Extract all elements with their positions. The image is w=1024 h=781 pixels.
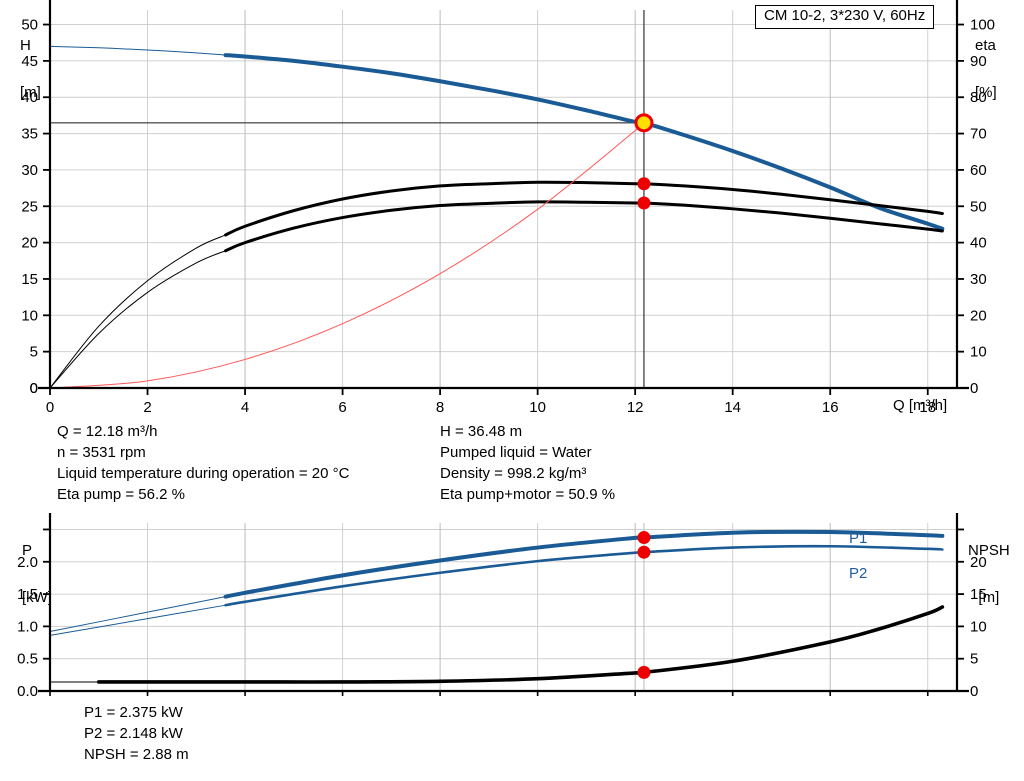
- tick-label-left: 10: [21, 307, 38, 324]
- lower-left-axis-title-line2: [kW]: [22, 588, 52, 606]
- readout-npsh: NPSH = 2.88 m: [84, 746, 189, 763]
- tick-label-right: 15: [970, 586, 987, 603]
- tick-label-right: 0: [970, 683, 978, 700]
- upper-right-axis-title: eta [%]: [975, 6, 997, 132]
- tick-label-left: 35: [21, 126, 38, 143]
- series-p2: [224, 544, 944, 607]
- tick-label-left: 25: [21, 198, 38, 215]
- readout-h: H = 36.48 m: [440, 423, 523, 440]
- tick-label-x: 18: [919, 399, 936, 416]
- tick-label-right: 50: [970, 198, 987, 215]
- tick-label-left: 5: [30, 344, 38, 361]
- upper-readout-col1: Q = 12.18 m³/h n = 3531 rpm Liquid tempe…: [57, 424, 349, 502]
- series-npsh: [96, 605, 945, 684]
- head-efficiency-plot: 0510152025303540455001020304050607080901…: [21, 0, 995, 416]
- upper-x-axis-label: Q [m³/h]: [893, 397, 948, 414]
- series-system-duty-curve: [49, 121, 647, 389]
- readout-p1: P1 = 2.375 kW: [84, 704, 183, 721]
- tick-label-left: 1.5: [17, 586, 38, 603]
- series-thin: [49, 250, 226, 389]
- tick-label-right: 60: [970, 162, 987, 179]
- tick-label-x: 4: [241, 399, 249, 416]
- tick-label-left: 40: [21, 89, 38, 106]
- chart-title-box: CM 10-2, 3*230 V, 60Hz: [755, 5, 935, 29]
- series-eta-pump: [224, 180, 944, 237]
- series-thin: [49, 596, 226, 633]
- upper-left-axis-title-line1: H: [20, 36, 31, 54]
- power-npsh-chart: 0.0 0.5 1.0 1.5 2.0 0 5 10 15 20: [0, 505, 1024, 700]
- tick-label-x: 6: [338, 399, 346, 416]
- readout-density: Density = 998.2 kg/m³: [440, 465, 587, 482]
- series-label-p2: P2: [849, 565, 868, 582]
- tick-label-right: 10: [970, 344, 987, 361]
- tick-label-x: 0: [46, 399, 54, 416]
- tick-label-x: 2: [143, 399, 151, 416]
- upper-left-axis-title: H [m]: [20, 6, 41, 132]
- series-label-p1: P1: [849, 530, 868, 547]
- lower-readout: P1 = 2.375 kW P2 = 2.148 kW NPSH = 2.88 …: [84, 705, 189, 762]
- tick-label-left: 20: [21, 235, 38, 252]
- tick-label-right: 70: [970, 126, 987, 143]
- readout-eta-pump-motor: Eta pump+motor = 50.9 %: [440, 486, 616, 503]
- tick-label-right: 30: [970, 271, 987, 288]
- lower-left-axis-title: P [kW]: [22, 511, 52, 637]
- tick-label-left: 30: [21, 162, 38, 179]
- tick-label-left: 45: [21, 53, 38, 70]
- readout-q: Q = 12.18 m³/h: [57, 423, 158, 440]
- tick-label-left: 50: [21, 17, 38, 34]
- readout-p2: P2 = 2.148 kW: [84, 725, 183, 742]
- series-eta-pump-motor: [224, 200, 944, 253]
- eta-pump-point[interactable]: [637, 177, 651, 191]
- tick-label-right: 20: [970, 307, 987, 324]
- tick-label-right: 20: [970, 554, 987, 571]
- readout-n: n = 3531 rpm: [57, 444, 146, 461]
- lower-right-axis-title-line2: [m]: [978, 588, 1000, 606]
- tick-label-x: 16: [822, 399, 839, 416]
- tick-label-left: 0.5: [17, 651, 38, 668]
- tick-label-x: 12: [627, 399, 644, 416]
- upper-right-axis-title-line1: eta: [975, 36, 996, 54]
- p2-point[interactable]: [637, 545, 651, 559]
- upper-left-axis-title-line2: [m]: [20, 83, 41, 101]
- tick-label-right: 40: [970, 235, 987, 252]
- tick-label-x: 10: [529, 399, 546, 416]
- duty-point[interactable]: [634, 113, 654, 133]
- readout-eta-pump: Eta pump = 56.2 %: [57, 486, 185, 503]
- lower-left-axis-title-line1: P: [22, 541, 33, 559]
- tick-label-x: 14: [724, 399, 741, 416]
- p1-point[interactable]: [637, 531, 651, 545]
- series-h-head-curve-: [223, 53, 945, 231]
- series-thin: [49, 45, 226, 56]
- readout-liquid: Pumped liquid = Water: [440, 444, 592, 461]
- series-thin: [49, 604, 226, 636]
- tick-label-left-zero: 0: [30, 380, 38, 397]
- tick-label-right: 80: [970, 89, 987, 106]
- tick-label-left: 2.0: [17, 554, 38, 571]
- lower-right-axis-title: NPSH [m]: [968, 511, 1010, 637]
- tick-label-left: 1.0: [17, 618, 38, 635]
- upper-right-axis-title-line2: [%]: [975, 83, 997, 101]
- npsh-point[interactable]: [637, 665, 651, 679]
- tick-label-x: 8: [436, 399, 444, 416]
- tick-label-right: 100: [970, 17, 995, 34]
- head-efficiency-chart: 0 5 10 15 20 25 30 35 40 45 50 0 10 20 30 40 50 60 70 80 90 1…: [21, 0, 995, 416]
- series-thin: [49, 234, 226, 389]
- tick-label-right: 90: [970, 53, 987, 70]
- tick-label-right: 5: [970, 651, 978, 668]
- series-p1: [223, 529, 945, 599]
- tick-label-left: 15: [21, 271, 38, 288]
- tick-label-right: 0: [970, 380, 978, 397]
- upper-readout-col2: H = 36.48 m Pumped liquid = Water Densit…: [440, 424, 615, 502]
- tick-label-right: 10: [970, 618, 987, 635]
- power-npsh-plot: 0.0 0.5 1.0 1.5 2.0 0 5 10 15 20: [17, 513, 987, 700]
- eta-pump-motor-point[interactable]: [637, 196, 651, 210]
- readout-temp: Liquid temperature during operation = 20…: [57, 465, 350, 482]
- tick-label-left: 0: [30, 380, 38, 397]
- tick-label-left: 0.0: [17, 683, 38, 700]
- lower-right-axis-title-line1: NPSH: [968, 541, 1010, 559]
